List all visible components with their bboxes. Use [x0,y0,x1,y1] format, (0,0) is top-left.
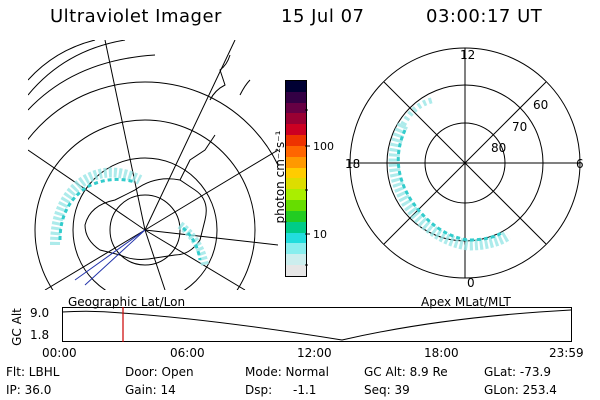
status-gain: Gain: 14 [125,383,176,397]
date-label: 15 Jul 07 [281,6,365,27]
status-glat: GLat: -73.9 [484,365,551,379]
timeline-ytick-high: 9.0 [30,306,50,320]
colorbar-segment [286,265,306,276]
colorbar [285,80,307,277]
timeline-xtick-2: 12:00 [297,346,332,360]
colorbar-segment [286,210,306,222]
colorbar-segment [286,156,306,168]
timeline-axis-label: GC Alt [9,308,24,346]
time-label: 03:00:17 UT [426,6,543,27]
mlat-label-80: 80 [491,141,507,155]
mlt-label-0: 0 [467,276,475,290]
instrument-title: Ultraviolet Imager [50,6,222,27]
colorbar-segment [286,81,306,92]
colorbar-segment [286,243,306,255]
geographic-caption: Geographic Lat/Lon [68,295,186,309]
colorbar-segment [286,178,306,190]
colorbar-segment [286,113,306,125]
mlat-label-70: 70 [512,120,528,134]
colorbar-unit: photon cm⁻²s⁻¹ [273,130,287,224]
status-dsp-value: -1.1 [293,383,317,397]
timeline-xtick-4: 23:59 [549,346,584,360]
mlt-label-12: 12 [460,48,476,62]
mlat-label-60: 60 [533,98,549,112]
timeline-xtick-1: 06:00 [170,346,205,360]
mlt-label-18: 18 [345,157,361,171]
status-mode: Mode: Normal [245,365,329,379]
antarctica-coastline [84,178,207,260]
status-ip: IP: 36.0 [6,383,52,397]
status-filter: Flt: LBHL [6,365,60,379]
colorbar-tick-100: 100 [313,140,334,153]
status-gc-alt: GC Alt: 8.9 Re [364,365,448,379]
colorbar-segment [286,189,306,201]
status-dsp-label: Dsp: [245,383,273,397]
colorbar-ticks [305,109,310,266]
polar-mlt-plot [349,47,581,279]
colorbar-segment [286,200,306,211]
colorbar-segment [286,221,306,233]
aurora-oval-geo [50,167,209,266]
timeline-plot [61,307,572,342]
colorbar-segment [286,167,306,179]
status-seq: Seq: 39 [364,383,410,397]
status-door: Door: Open [125,365,194,379]
colorbar-segment [286,91,306,103]
aurora-oval-polar [388,97,512,251]
apex-caption: Apex MLat/MLT [421,295,511,309]
timeline-xtick-0: 00:00 [42,346,77,360]
timeline-xtick-3: 18:00 [424,346,459,360]
colorbar-segment [286,135,306,146]
colorbar-segment [286,124,306,136]
colorbar-segment [286,232,306,244]
colorbar-segment [286,145,306,157]
status-glon: GLon: 253.4 [484,383,557,397]
colorbar-tick-10: 10 [313,228,327,241]
colorbar-segment [286,254,306,266]
colorbar-segment [286,102,306,114]
mlt-label-6: 6 [576,157,584,171]
geographic-map [28,40,278,290]
timeline-ytick-low: 1.8 [30,328,50,342]
